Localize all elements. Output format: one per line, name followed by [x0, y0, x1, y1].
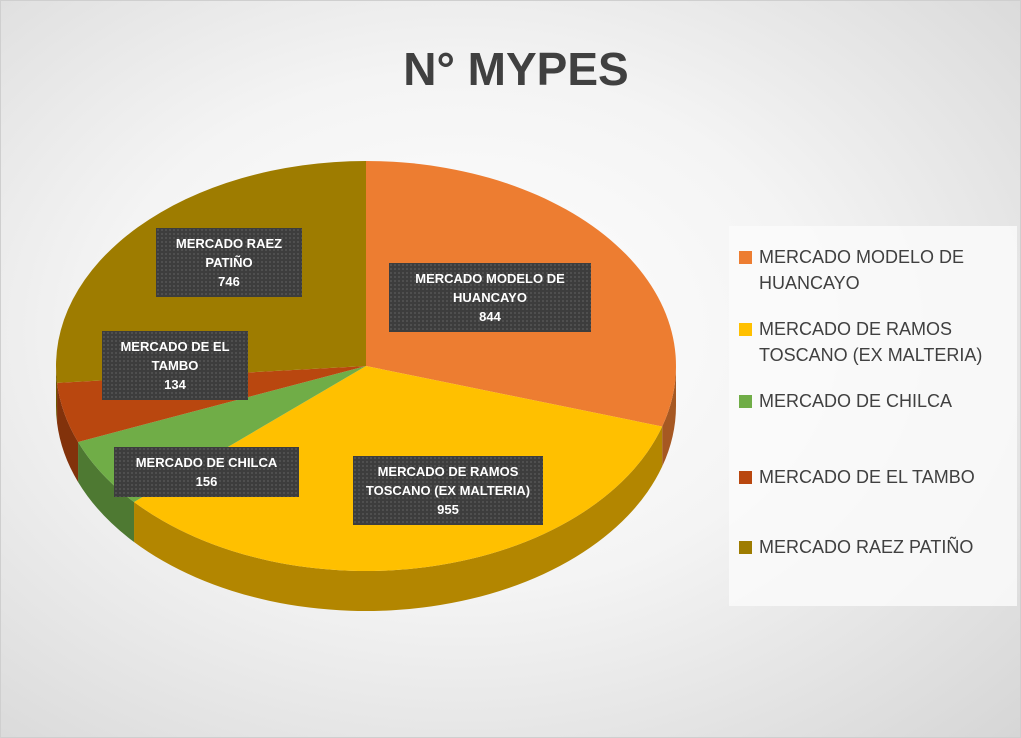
legend-label: MERCADO DE CHILCA — [759, 391, 953, 411]
legend-item: MERCADO DE EL TAMBO — [739, 464, 1020, 490]
data-label: MERCADO DE RAMOS TOSCANO (EX MALTERIA) 95… — [353, 456, 543, 525]
legend-label: MERCADO DE RAMOS TOSCANO (EX MALTERIA) — [759, 319, 983, 365]
legend-swatch — [739, 541, 752, 554]
legend-swatch — [739, 471, 752, 484]
data-label: MERCADO DE EL TAMBO 134 — [102, 331, 248, 400]
slice-side — [662, 366, 676, 467]
legend-swatch — [739, 395, 752, 408]
data-label-value: 134 — [164, 377, 186, 392]
legend-swatch — [739, 323, 752, 336]
legend: MERCADO MODELO DE HUANCAYO MERCADO DE RAM… — [729, 226, 1017, 606]
slice-side — [56, 366, 58, 423]
slice-side — [57, 382, 79, 482]
data-label-value: 844 — [479, 309, 501, 324]
legend-swatch — [739, 251, 752, 264]
data-label-category: MERCADO DE RAMOS TOSCANO (EX MALTERIA) — [365, 464, 531, 498]
data-label-category: MERCADO DE EL TAMBO — [120, 339, 230, 373]
legend-item: MERCADO MODELO DE HUANCAYO — [739, 244, 1020, 296]
legend-item: MERCADO RAEZ PATIÑO — [739, 534, 1020, 560]
data-label: MERCADO MODELO DE HUANCAYO 844 — [389, 263, 591, 332]
legend-item: MERCADO DE CHILCA — [739, 388, 1020, 414]
data-label-value: 955 — [437, 502, 459, 517]
legend-label: MERCADO MODELO DE HUANCAYO — [759, 247, 965, 293]
legend-label: MERCADO DE EL TAMBO — [759, 467, 975, 487]
legend-label: MERCADO RAEZ PATIÑO — [759, 537, 974, 557]
data-label: MERCADO RAEZ PATIÑO 746 — [156, 228, 302, 297]
data-label-category: MERCADO RAEZ PATIÑO — [175, 236, 283, 270]
chart-title: N° MYPES — [403, 43, 628, 95]
slice-side — [134, 426, 663, 612]
data-label-value: 746 — [218, 274, 240, 289]
slice-side — [78, 441, 135, 542]
data-label-value: 156 — [195, 474, 218, 489]
legend-item: MERCADO DE RAMOS TOSCANO (EX MALTERIA) — [739, 316, 1020, 368]
data-label: MERCADO DE CHILCA 156 — [114, 447, 299, 497]
data-label-category: MERCADO MODELO DE HUANCAYO — [415, 271, 565, 305]
data-label-category: MERCADO DE CHILCA — [135, 455, 278, 470]
